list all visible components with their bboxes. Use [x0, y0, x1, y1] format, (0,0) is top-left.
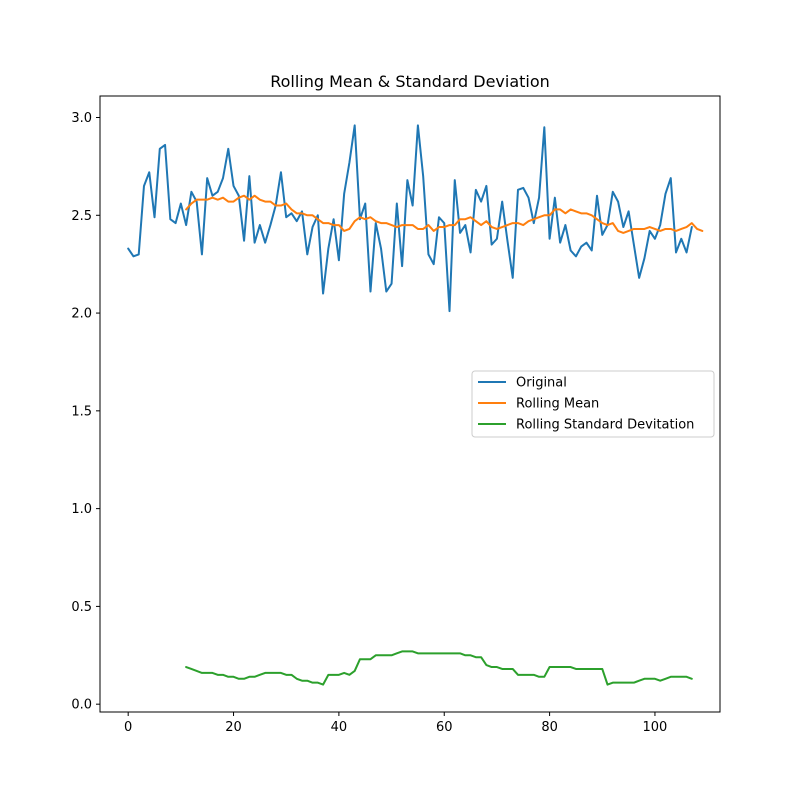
legend-label: Original	[516, 376, 567, 391]
x-tick-label: 40	[331, 720, 348, 735]
legend-label: Rolling Standard Devitation	[516, 418, 694, 433]
series-line-0	[127, 124, 693, 313]
y-axis: 0.0 0.5 1.0 1.5 2.0 2.5 3.0	[71, 111, 100, 713]
x-axis: 0 20 40 60 80 100	[124, 712, 667, 735]
plot-area-frame	[99, 95, 721, 713]
x-tick-label: 60	[436, 720, 453, 735]
series-line-1	[185, 194, 704, 234]
y-tick-label: 2.0	[71, 307, 92, 322]
y-tick-label: 0.5	[71, 600, 92, 615]
legend-label: Rolling Mean	[516, 397, 599, 412]
y-tick-label: 0.0	[71, 698, 92, 713]
legend-box	[471, 370, 715, 438]
chart-title: Rolling Mean & Standard Deviation	[270, 72, 550, 91]
x-tick-label: 0	[124, 720, 132, 735]
y-tick-label: 2.5	[71, 209, 92, 224]
y-tick-label: 1.0	[71, 502, 92, 517]
x-tick-label: 20	[225, 720, 242, 735]
series-line-2	[185, 650, 693, 686]
x-tick-label: 100	[643, 720, 668, 735]
x-tick-label: 80	[541, 720, 558, 735]
y-tick-label: 1.5	[71, 404, 92, 419]
y-tick-label: 3.0	[71, 111, 92, 126]
series-layer	[127, 124, 704, 686]
legend: Original Rolling Mean Rolling Standard Dev…	[471, 370, 715, 438]
